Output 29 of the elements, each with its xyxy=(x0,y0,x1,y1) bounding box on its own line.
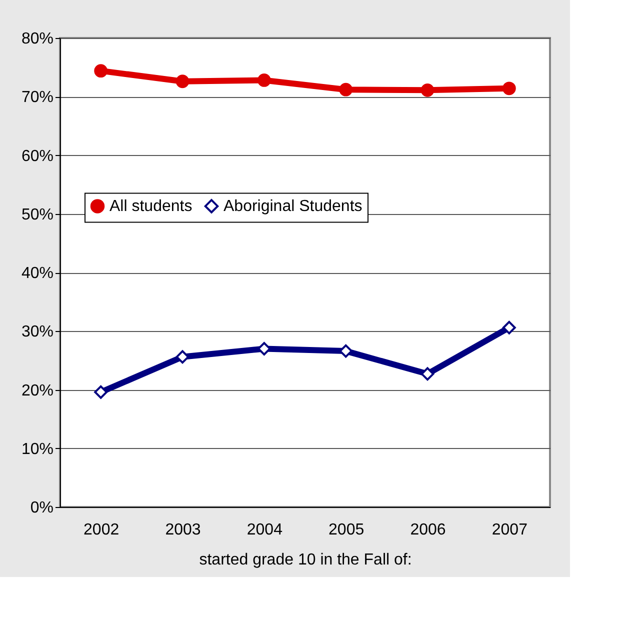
x-tick-label: 2002 xyxy=(84,522,120,538)
y-tick-label: 40% xyxy=(21,265,54,282)
point xyxy=(339,82,353,96)
point xyxy=(339,344,353,358)
y-tick-label: 20% xyxy=(21,382,54,400)
legend-label: Aboriginal Students xyxy=(224,198,362,216)
point xyxy=(502,82,516,96)
y-tick-label: 80% xyxy=(21,30,54,48)
point xyxy=(94,385,108,399)
point xyxy=(176,74,190,88)
y-tick-label: 0% xyxy=(30,500,54,516)
y-tick-label: 60% xyxy=(21,148,54,165)
x-tick-label: 2007 xyxy=(492,522,528,538)
y-tick-label: 50% xyxy=(21,206,54,224)
legend-label: All students xyxy=(110,198,192,216)
x-tick-label: 2003 xyxy=(165,522,201,538)
y-tick-label: 10% xyxy=(21,440,54,458)
x-tick-label: 2006 xyxy=(410,522,446,538)
x-tick-label: 2005 xyxy=(328,522,364,538)
y-tick-label: 70% xyxy=(21,89,54,106)
x-axis-title: started grade 10 in the Fall of: xyxy=(199,552,412,568)
y-tick-label: 30% xyxy=(21,324,54,341)
point xyxy=(420,83,434,97)
point xyxy=(257,74,271,87)
x-tick-label: 2004 xyxy=(246,522,283,538)
point xyxy=(502,320,516,334)
point xyxy=(94,64,108,78)
point xyxy=(176,350,190,364)
point xyxy=(420,367,434,381)
